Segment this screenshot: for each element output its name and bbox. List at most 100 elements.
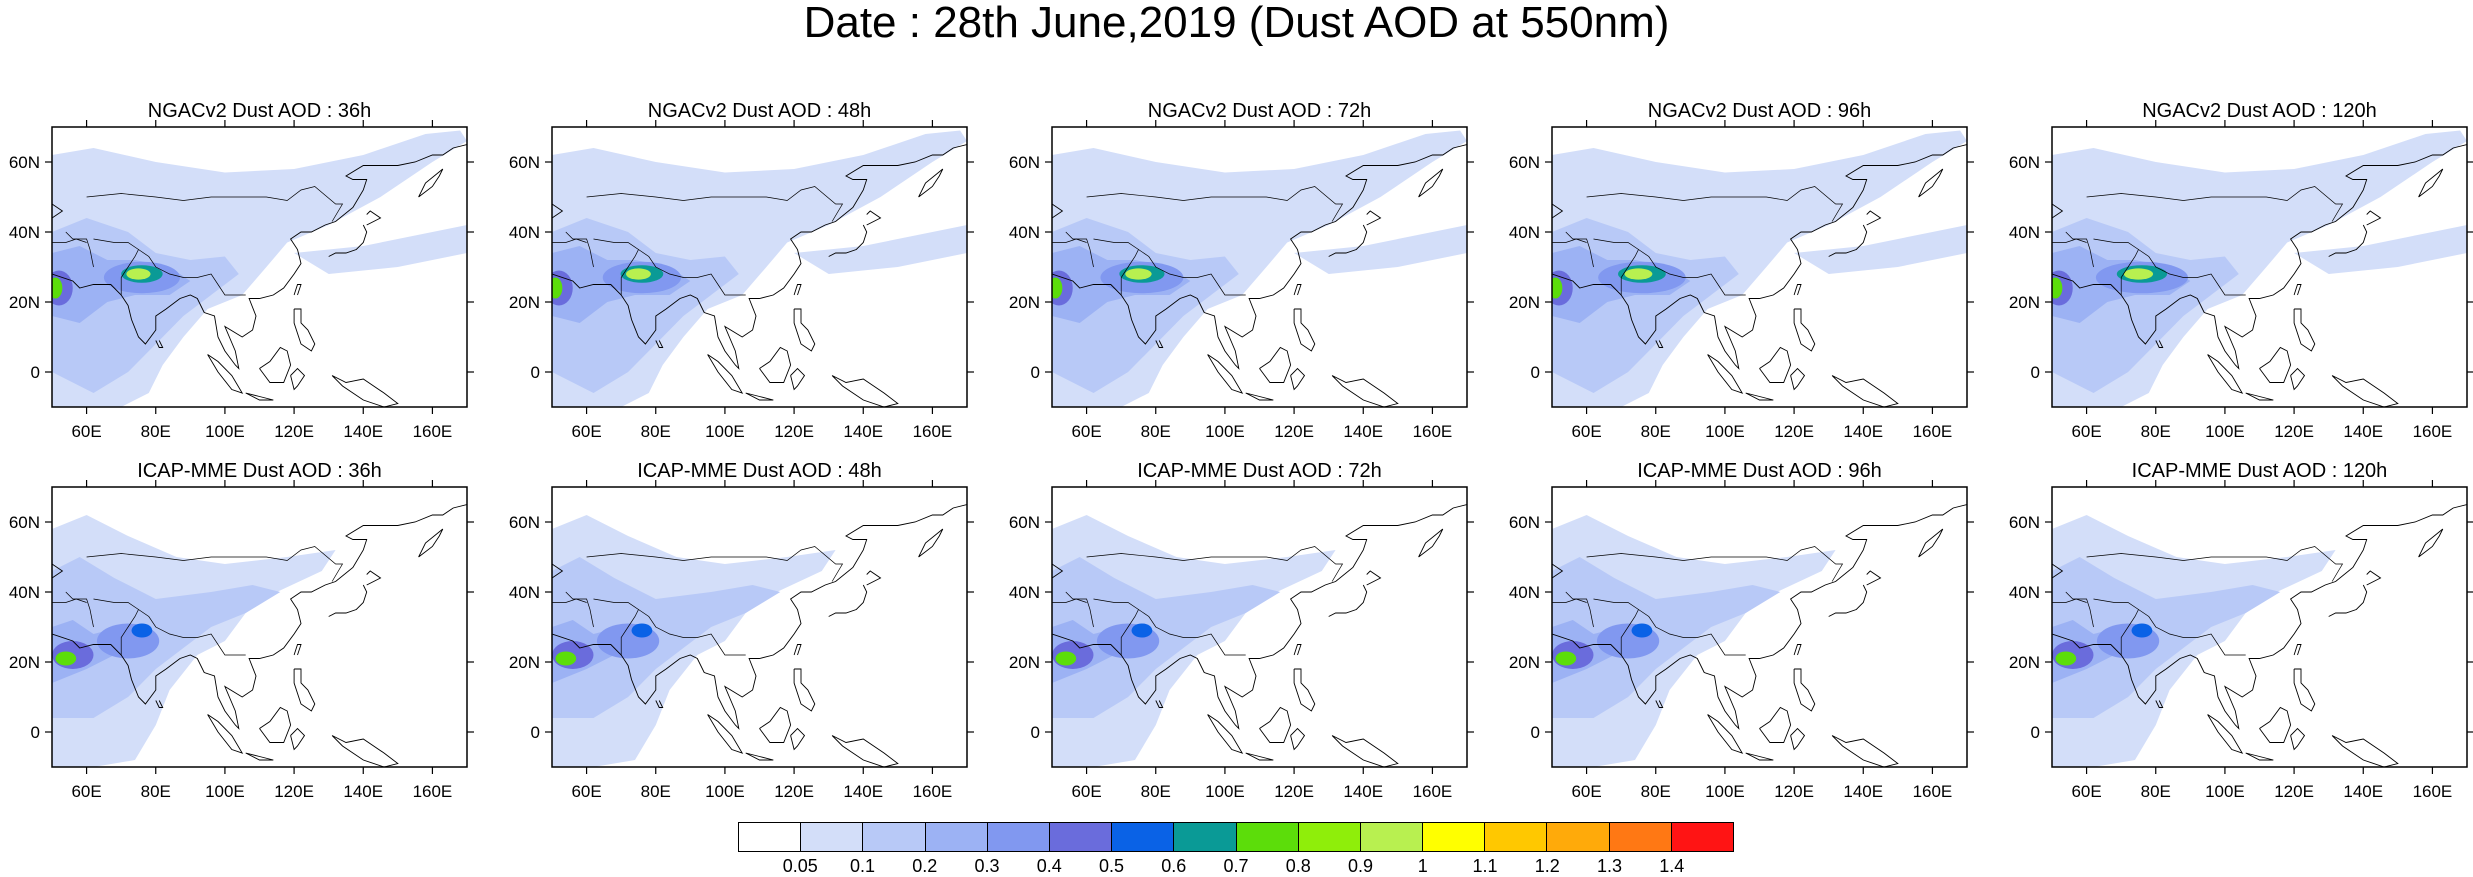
coastline xyxy=(2293,308,2316,352)
coastline xyxy=(1155,340,1164,348)
coastline xyxy=(293,668,316,712)
lon-tick-label: 160E xyxy=(913,422,953,441)
lon-tick-label: 60E xyxy=(2071,782,2101,801)
country-border xyxy=(2120,249,2139,295)
colorbar-label: 1.3 xyxy=(1596,856,1623,876)
colorbar-swatch xyxy=(1609,823,1672,851)
country-border xyxy=(1065,591,1094,628)
dust-hotspot xyxy=(55,651,77,666)
coastline xyxy=(1793,668,1816,712)
lon-tick-label: 120E xyxy=(774,422,814,441)
dust-aod-region xyxy=(552,515,836,767)
coastline xyxy=(1052,144,1467,370)
lat-tick-label: 60N xyxy=(509,153,540,172)
lat-tick-label: 60N xyxy=(2009,153,2040,172)
coastline xyxy=(52,563,64,579)
lat-tick-label: 20N xyxy=(509,653,540,672)
coastline xyxy=(2418,168,2444,198)
lat-tick-label: 40N xyxy=(2009,583,2040,602)
lon-tick-label: 120E xyxy=(1274,422,1314,441)
lat-tick-label: 20N xyxy=(1009,293,1040,312)
colorbar-swatch xyxy=(1112,823,1175,851)
coastline xyxy=(866,210,882,226)
dust-hotspot xyxy=(2123,268,2154,280)
coastline xyxy=(293,644,302,656)
lon-tick-label: 140E xyxy=(2343,422,2383,441)
panel-title: NGACv2 Dust AOD : 120h xyxy=(2142,100,2377,122)
lat-tick-label: 20N xyxy=(2009,653,2040,672)
coastline xyxy=(1207,714,1244,754)
coastline xyxy=(828,584,868,617)
dust-hotspot xyxy=(1631,623,1653,638)
coastline xyxy=(2259,346,2292,383)
map-panel: ICAP-MME Dust AOD : 120h 0 20N 40N 60N 60E 80E… xyxy=(2009,460,2473,801)
coastline xyxy=(1052,203,1064,219)
lat-tick-label: 0 xyxy=(1031,723,1040,742)
colorbar-label: 0.8 xyxy=(1285,856,1311,876)
coastline xyxy=(2245,752,2274,761)
lon-tick-label: 60E xyxy=(1571,422,1601,441)
lon-tick-label: 120E xyxy=(1274,782,1314,801)
lat-tick-label: 0 xyxy=(531,723,540,742)
lon-tick-label: 140E xyxy=(2343,782,2383,801)
lon-tick-label: 80E xyxy=(2141,422,2171,441)
lon-tick-label: 80E xyxy=(1141,782,1171,801)
coastline xyxy=(1331,375,1399,407)
lon-tick-label: 100E xyxy=(705,782,745,801)
country-border xyxy=(1593,598,1746,656)
coastline xyxy=(759,706,792,743)
lon-tick-label: 100E xyxy=(1205,422,1245,441)
coastline xyxy=(2245,392,2274,401)
lon-tick-label: 100E xyxy=(205,782,245,801)
coastline xyxy=(328,224,368,257)
lon-tick-label: 160E xyxy=(1413,782,1453,801)
coastline xyxy=(1655,700,1664,708)
country-border xyxy=(586,546,844,582)
coastline xyxy=(831,735,899,767)
coastline xyxy=(1759,706,1792,743)
lon-tick-label: 140E xyxy=(1343,782,1383,801)
coastline xyxy=(1793,308,1816,352)
coastline xyxy=(1052,563,1064,579)
lat-tick-label: 0 xyxy=(2031,723,2040,742)
lon-tick-label: 160E xyxy=(1413,422,1453,441)
coastline xyxy=(2293,668,2316,712)
coastline xyxy=(552,203,564,219)
lon-tick-label: 100E xyxy=(1705,782,1745,801)
lon-tick-label: 60E xyxy=(2071,422,2101,441)
lat-tick-label: 20N xyxy=(509,293,540,312)
country-border xyxy=(93,598,246,656)
dust-hotspot xyxy=(1131,623,1153,638)
coastline xyxy=(52,504,467,730)
country-border xyxy=(2093,238,2246,296)
dust-hotspot xyxy=(625,268,651,280)
coastline xyxy=(1290,367,1306,391)
colorbar-swatch xyxy=(987,823,1050,851)
coastline xyxy=(1366,570,1382,586)
coastline xyxy=(866,570,882,586)
coastline xyxy=(745,392,774,401)
country-border xyxy=(2093,598,2246,656)
country-border xyxy=(1093,238,1246,296)
lat-tick-label: 40N xyxy=(1009,223,1040,242)
panel-title: ICAP-MME Dust AOD : 72h xyxy=(1137,460,1382,482)
country-border xyxy=(593,598,746,656)
coastline xyxy=(655,700,664,708)
colorbar xyxy=(738,822,1734,852)
colorbar-label: 1.4 xyxy=(1659,856,1685,876)
country-border xyxy=(93,238,246,296)
country-border xyxy=(1593,238,1746,296)
dust-aod-region xyxy=(2294,225,2467,274)
coastline xyxy=(1245,392,1274,401)
colorbar-label: 0.5 xyxy=(1098,856,1125,876)
lat-tick-label: 60N xyxy=(2009,513,2040,532)
coastline xyxy=(1155,700,1164,708)
coastline xyxy=(793,284,802,296)
coastline xyxy=(293,308,316,352)
lon-tick-label: 60E xyxy=(1571,782,1601,801)
dust-hotspot xyxy=(131,623,153,638)
coastline xyxy=(2052,504,2467,730)
coastline xyxy=(2207,714,2244,754)
colorbar-swatch xyxy=(925,823,988,851)
